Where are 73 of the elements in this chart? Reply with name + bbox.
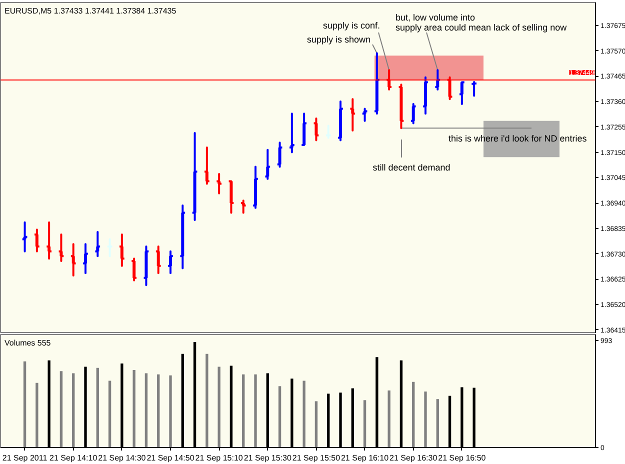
candlestick <box>130 258 138 282</box>
candlestick <box>167 250 174 274</box>
bar <box>254 374 257 448</box>
candlestick <box>252 166 259 209</box>
candlestick <box>228 180 235 214</box>
x-tick-label: 21 Sep 14:50 <box>146 454 195 462</box>
bar <box>218 366 220 448</box>
candlestick <box>70 243 77 277</box>
bar <box>363 400 366 448</box>
candlestick <box>118 233 126 267</box>
candlestick <box>398 84 405 130</box>
bar <box>424 392 427 448</box>
bar <box>388 390 390 448</box>
candlestick <box>374 52 380 115</box>
annotation: this is where i'd look for ND entries <box>448 134 588 144</box>
text: Volumes 555 <box>4 338 52 348</box>
bar <box>108 380 112 448</box>
bar <box>60 371 63 448</box>
candlestick <box>276 142 284 168</box>
bar <box>302 380 306 448</box>
x-tick-label: 21 Sep 15:30 <box>244 454 292 462</box>
candlestick <box>300 112 308 146</box>
candlestick <box>349 98 356 132</box>
bar <box>96 368 99 448</box>
x-tick-label: 21 Sep 2011 <box>2 454 48 462</box>
bar <box>157 374 160 448</box>
candlestick <box>434 69 442 90</box>
bar <box>206 354 208 448</box>
bar <box>436 399 439 448</box>
x-tick-label: 21 Sep 16:50 <box>438 454 486 462</box>
candlestick <box>94 231 102 258</box>
candlestick <box>288 112 296 154</box>
x-tick-label: 21 Sep 15:10 <box>195 454 244 462</box>
x-tick-label: 21 Sep 16:10 <box>340 454 390 462</box>
bar <box>314 401 318 448</box>
x-tick-label: 21 Sep 16:30 <box>390 454 438 462</box>
annotation: supply is conf. <box>322 20 380 30</box>
bar <box>23 361 26 448</box>
candlestick <box>82 243 89 274</box>
bar <box>242 374 245 448</box>
bar <box>278 386 282 448</box>
candlestick <box>154 246 162 274</box>
candlestick <box>142 246 150 286</box>
candlestick <box>422 76 429 115</box>
candlestick <box>264 148 272 180</box>
candlestick <box>458 81 466 105</box>
bar <box>169 375 172 448</box>
bar <box>132 370 136 448</box>
candlestick <box>179 204 186 270</box>
x-tick-label: 21 Sep 14:30 <box>98 454 146 462</box>
text: EURUSD,M5 1.37433 1.37441 1.37384 1.37435 <box>4 6 177 16</box>
annotation: still decent demand <box>372 162 450 172</box>
candlestick <box>324 124 332 139</box>
candlestick <box>58 233 65 262</box>
candlestick <box>21 221 28 252</box>
candlestick <box>204 146 210 185</box>
annotation: but, low volume into supply area could mean lack of selling now <box>396 12 568 32</box>
candlestick <box>191 132 198 221</box>
x-tick-label: 21 Sep 15:50 <box>292 454 341 462</box>
candlestick <box>470 80 478 97</box>
candlestick <box>34 228 40 252</box>
bar <box>36 382 38 448</box>
annotation: supply is shown <box>306 34 371 44</box>
candlestick <box>312 117 320 142</box>
bar <box>72 373 75 448</box>
candlestick <box>46 221 52 260</box>
bar <box>412 382 415 448</box>
bar <box>144 373 148 448</box>
candlestick <box>410 102 417 124</box>
candlestick <box>106 238 114 258</box>
candlestick <box>240 200 247 214</box>
x-tick-label: 21 Sep 14:10 <box>50 454 98 462</box>
candlestick <box>361 108 368 122</box>
